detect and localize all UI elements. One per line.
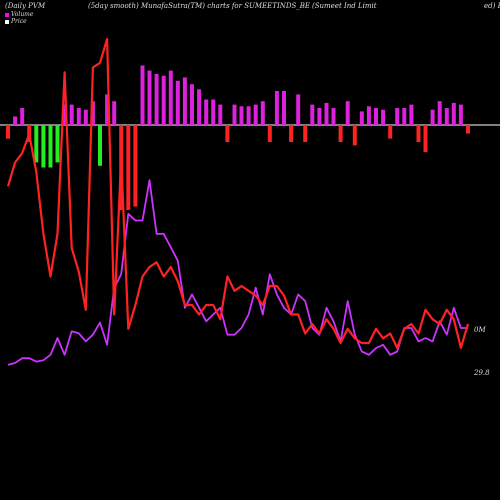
volume-bar <box>154 74 159 125</box>
volume-bar <box>246 106 251 125</box>
volume-bar <box>168 70 173 125</box>
volume-bar <box>345 101 350 125</box>
volume-bar <box>140 65 145 125</box>
volume-bar <box>409 104 414 125</box>
volume-bar <box>423 125 428 153</box>
volume-bar <box>225 125 230 142</box>
series-line-volume <box>7 179 468 366</box>
legend-volume-swatch <box>5 12 9 17</box>
volume-bar <box>41 125 46 168</box>
volume-bar <box>161 75 166 125</box>
volume-bar <box>133 125 138 207</box>
volume-bar <box>239 106 244 125</box>
volume-bar <box>126 125 131 210</box>
volume-bar <box>416 125 421 142</box>
volume-bar <box>112 101 117 125</box>
header-company-text: (Sumeet Ind Limit <box>312 2 377 10</box>
volume-bar <box>232 104 237 125</box>
volume-bar <box>402 108 407 125</box>
volume-bar <box>218 104 223 125</box>
volume-bar <box>437 101 442 125</box>
volume-bar <box>338 125 343 142</box>
volume-bar <box>48 125 53 168</box>
volume-bar <box>359 111 364 125</box>
volume-bar <box>20 108 25 125</box>
volume-bar <box>147 70 152 125</box>
volume-bar <box>253 104 258 125</box>
volume-bar <box>105 94 110 125</box>
legend-volume-label: Volume <box>11 11 34 18</box>
legend-price: Price <box>5 18 27 25</box>
volume-bar <box>83 109 88 125</box>
volume-bars <box>6 65 470 210</box>
volume-bar <box>395 108 400 125</box>
legend-price-swatch <box>5 19 9 24</box>
volume-bar <box>274 91 279 125</box>
volume-bar <box>381 109 386 125</box>
volume-bar <box>204 99 209 125</box>
volume-bar <box>260 101 265 125</box>
volume-bar <box>62 104 67 125</box>
header-left-text: (Daily PVM <box>5 2 46 10</box>
volume-bar <box>175 80 180 125</box>
volume-bar <box>90 101 95 125</box>
volume-bar <box>6 125 10 139</box>
volume-bar <box>13 116 18 125</box>
volume-bar <box>34 125 39 163</box>
volume-bar <box>430 109 435 125</box>
volume-bar <box>182 77 187 125</box>
volume-bar <box>451 102 456 125</box>
header-title-text: (5day smooth) MunafaSutra(TM) charts for… <box>88 2 310 10</box>
volume-bar <box>324 102 329 125</box>
legend-price-label: Price <box>11 18 27 25</box>
volume-bar <box>444 108 449 125</box>
volume-bar <box>190 84 194 125</box>
volume-bar <box>458 104 463 125</box>
volume-end-label: 0M <box>474 326 486 334</box>
volume-bar <box>211 99 216 125</box>
volume-bar <box>289 125 294 142</box>
series-lines <box>6 37 470 366</box>
volume-bar <box>303 125 308 142</box>
volume-bar <box>197 89 202 125</box>
volume-bar <box>331 108 336 125</box>
legend-volume: Volume <box>5 11 33 18</box>
header-right-text: ed) B <box>484 2 500 10</box>
volume-bar <box>388 125 393 139</box>
volume-bar <box>282 91 286 125</box>
volume-bar <box>374 108 378 125</box>
volume-bar <box>55 125 60 163</box>
volume-bar <box>466 125 470 134</box>
volume-bar <box>366 106 371 125</box>
volume-bar <box>76 108 81 125</box>
volume-bar <box>310 104 315 125</box>
volume-bar <box>69 104 74 125</box>
price-end-label: 29.8 <box>474 369 490 377</box>
series-line-price <box>6 37 470 349</box>
volume-bar <box>317 108 322 125</box>
volume-bar <box>296 94 301 125</box>
volume-bar <box>352 125 357 146</box>
volume-bar <box>98 125 102 166</box>
volume-bar <box>267 125 272 142</box>
